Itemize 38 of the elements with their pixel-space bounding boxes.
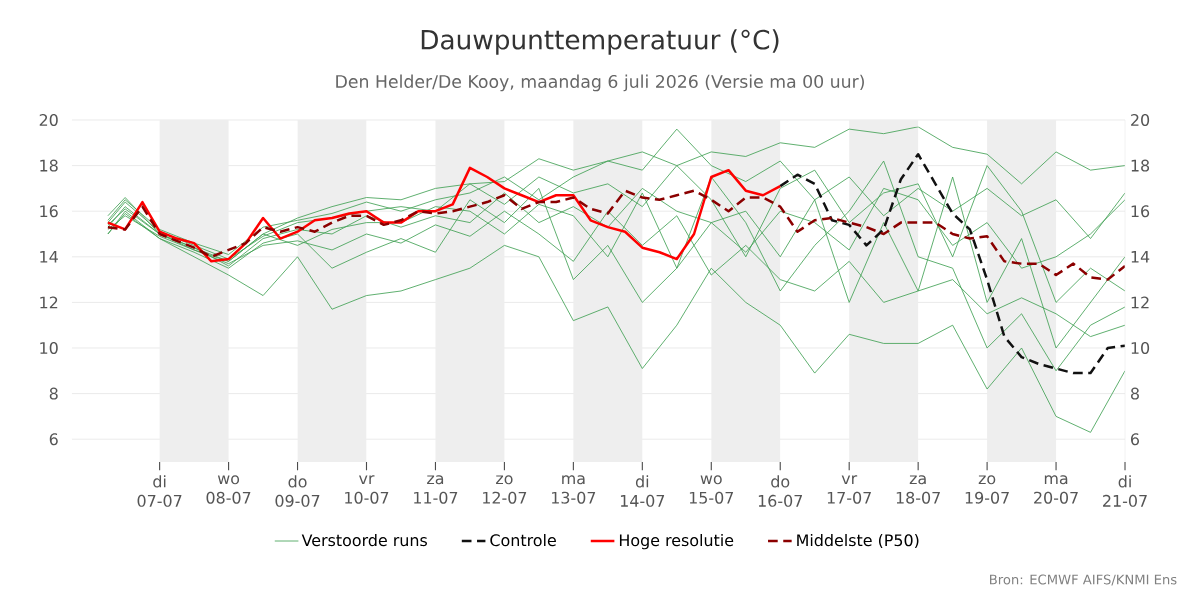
y2-tick-label: 8 — [1131, 387, 1139, 400]
y-tick-label: 20 — [39, 113, 58, 126]
x-tick-label: di 14-07 — [620, 475, 665, 507]
y2-tick-label: 6 — [1131, 433, 1140, 446]
y2-tick-label: 10 — [1131, 341, 1150, 355]
x-tick-label: di 21-07 — [1103, 475, 1147, 507]
y-tick-label: 14 — [40, 251, 58, 263]
x-tick-label: di 07-07 — [137, 475, 182, 507]
x-tick-label: vr 10-07 — [345, 475, 389, 504]
legend-label: Verstoorde runs — [301, 533, 427, 547]
x-tick-label: za 18-07 — [896, 475, 940, 504]
legend-label: Middelste (P50) — [797, 533, 919, 549]
y-tick-label: 16 — [40, 205, 58, 218]
y-tick-label: 10 — [40, 341, 58, 355]
y2-tick-label: 14 — [1131, 251, 1150, 263]
x-tick-label: ma 13-07 — [552, 475, 596, 504]
text: Bron: ECMWF AIFS/KNMI Ens — [990, 574, 1177, 586]
x-tick-label: zo 12-07 — [483, 475, 527, 504]
chart-title: Dauwpunttemperatuur (°C) — [421, 29, 779, 55]
x-tick-label: wo 15-07 — [689, 475, 734, 504]
x-tick-label: do 16-07 — [758, 475, 802, 507]
x-tick-label: ma 20-07 — [1034, 475, 1078, 504]
x-tick-label: do 09-07 — [275, 475, 320, 507]
x-tick-label: wo 08-07 — [206, 475, 251, 504]
chart-subtitle: Den Helder/De Kooy, maandag 6 juli 2026 (Versie ma 00 uur) — [336, 74, 864, 92]
x-tick-label: za 11-07 — [414, 475, 458, 504]
legend-label: Hoge resolutie — [619, 533, 734, 550]
y-tick-label: 12 — [40, 296, 58, 309]
legend-label: Controle — [490, 533, 556, 547]
y2-tick-label: 18 — [1131, 159, 1150, 172]
x-tick-label: vr 17-07 — [827, 475, 871, 504]
y-tick-label: 6 — [49, 433, 58, 446]
y2-tick-label: 12 — [1131, 296, 1149, 309]
y-tick-label: 18 — [40, 159, 58, 172]
y-tick-label: 8 — [49, 387, 58, 400]
x-tick-label: zo 19-07 — [965, 475, 1009, 504]
y2-tick-label: 20 — [1131, 113, 1150, 126]
y2-tick-label: 16 — [1131, 205, 1150, 218]
